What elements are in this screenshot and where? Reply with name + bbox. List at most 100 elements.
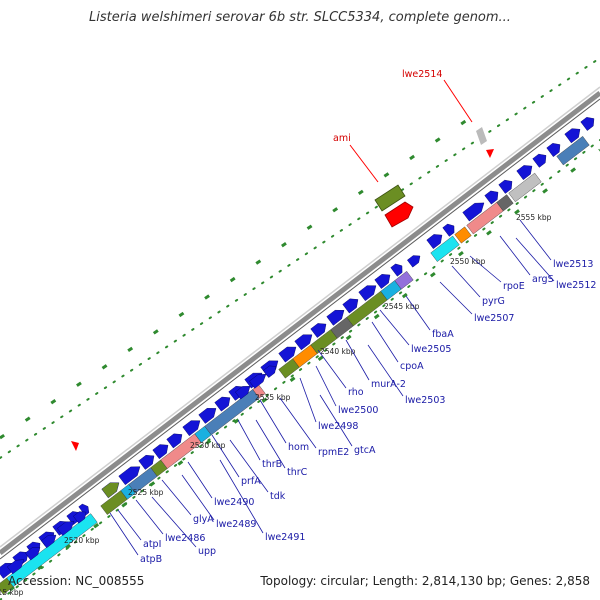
label-connector <box>255 419 286 469</box>
gene-arrow[interactable] <box>564 128 581 144</box>
genome-title: Listeria welshimeri serovar 6b str. SLCC… <box>89 10 511 25</box>
gene-labels: atpB atpI upp lwe2486 glyA lwe2489 lwe2490 lwe2… <box>140 259 596 565</box>
gene-arrow[interactable] <box>358 285 377 302</box>
gene-arrow[interactable] <box>484 190 499 205</box>
gene-label[interactable]: thrB <box>262 459 282 470</box>
gene-label[interactable]: upp <box>198 546 216 557</box>
label-ami[interactable]: ami <box>333 133 351 144</box>
gene-arrow[interactable] <box>214 396 231 412</box>
gene-label[interactable]: rho <box>348 387 364 398</box>
gene-arrow[interactable] <box>390 263 403 277</box>
gene-arrow[interactable] <box>462 202 485 222</box>
label-lwe2514[interactable]: lwe2514 <box>402 69 442 80</box>
label-connector <box>379 309 410 346</box>
gene-label[interactable]: lwe2489 <box>216 519 256 530</box>
gene-label[interactable]: argS <box>532 274 554 285</box>
gene-label[interactable]: lwe2498 <box>318 421 358 432</box>
gene-arrow[interactable] <box>426 234 443 249</box>
label-connector <box>211 434 240 478</box>
gene-label[interactable]: lwe2500 <box>338 405 378 416</box>
gene-arrow[interactable] <box>498 179 513 194</box>
gene-label[interactable]: hom <box>288 442 309 453</box>
gene-arrow[interactable] <box>546 143 561 157</box>
gene-box[interactable] <box>508 172 542 203</box>
gene-arrow[interactable] <box>374 274 391 289</box>
gene-arrow[interactable] <box>166 433 183 449</box>
gene-label[interactable]: lwe2486 <box>165 533 205 544</box>
gene-label[interactable]: pyrG <box>482 296 505 307</box>
gene-arrow[interactable] <box>73 511 87 524</box>
gene-arrow[interactable] <box>249 373 267 389</box>
gene-box[interactable] <box>556 136 590 166</box>
label-connector <box>237 419 261 461</box>
gene-arrow[interactable] <box>182 420 201 437</box>
gene-arrow[interactable] <box>152 444 169 460</box>
gene-box[interactable] <box>496 194 514 212</box>
gene-label[interactable]: lwe2490 <box>214 497 254 508</box>
gene-label[interactable]: glyA <box>193 514 214 525</box>
gene-label[interactable]: lwe2491 <box>265 532 305 543</box>
gene-label[interactable]: lwe2505 <box>411 344 451 355</box>
label-connector <box>219 459 264 534</box>
gene-row-upper[interactable] <box>0 117 595 579</box>
gene-arrow[interactable] <box>278 346 297 363</box>
gene-ami-arrow <box>384 201 414 228</box>
gene-ami-box <box>374 184 406 212</box>
gene-label[interactable]: lwe2503 <box>405 395 445 406</box>
label-connector <box>299 377 317 423</box>
label-connector <box>371 321 399 363</box>
gene-arrow[interactable] <box>138 454 155 470</box>
gene-label[interactable]: lwe2507 <box>474 313 514 324</box>
gene-arrow[interactable] <box>235 386 251 400</box>
gene-arrow[interactable] <box>198 408 217 424</box>
label-connector <box>499 235 531 276</box>
gene-label[interactable]: rpmE2 <box>318 447 349 458</box>
label-connector <box>259 399 287 444</box>
gene-arrow[interactable] <box>263 365 277 378</box>
label-connector <box>405 295 431 331</box>
label-connector <box>315 365 337 407</box>
gene-box[interactable] <box>454 226 472 244</box>
scale-label: 2545 kbp <box>384 302 420 311</box>
gene-arrow[interactable] <box>118 466 141 486</box>
highlight-genes[interactable] <box>71 127 494 451</box>
label-connector <box>519 219 552 261</box>
gene-arrow[interactable] <box>25 547 41 561</box>
gene-label[interactable]: cpoA <box>400 361 424 372</box>
gene-arrow[interactable] <box>342 298 359 314</box>
gene-label[interactable]: rpoE <box>503 281 525 292</box>
gene-box[interactable] <box>430 235 460 262</box>
gene-arrow[interactable] <box>294 334 313 351</box>
gene-label[interactable]: thrC <box>287 467 308 478</box>
gene-arrow[interactable] <box>407 255 421 268</box>
gene-label[interactable]: murA-2 <box>371 379 406 390</box>
gene-arrow[interactable] <box>101 482 120 499</box>
gene-arrow[interactable] <box>310 323 327 338</box>
scale-labels: 2515 kbp 2520 kbp 2525 kbp 2530 kbp 2535 kbp… <box>0 213 552 597</box>
gene-arrow[interactable] <box>580 117 595 131</box>
gene-label[interactable]: atpB <box>140 554 162 565</box>
gene-label[interactable]: lwe2512 <box>556 280 596 291</box>
gene-arrow[interactable] <box>516 165 533 180</box>
gene-arrow[interactable] <box>57 521 75 536</box>
gene-arrow[interactable] <box>326 309 345 326</box>
gene-label[interactable]: atpI <box>143 539 161 550</box>
gene-box[interactable] <box>394 271 414 290</box>
gene-label[interactable]: fbaA <box>432 329 454 340</box>
gene-label[interactable]: lwe2513 <box>553 259 593 270</box>
label-connector <box>135 499 164 535</box>
gene-arrow[interactable] <box>442 223 455 237</box>
label-connector <box>319 394 353 447</box>
gene-label[interactable]: tdk <box>270 491 286 502</box>
gene-arrow[interactable] <box>532 153 547 168</box>
gene-arrow[interactable] <box>41 534 57 549</box>
label-connector <box>161 479 192 516</box>
gene-arrow[interactable] <box>7 559 25 575</box>
topology-text: Topology: circular; Length: 2,814,130 bp… <box>260 574 590 588</box>
gene-label[interactable]: gtcA <box>354 445 376 456</box>
gene-row-lower[interactable] <box>0 136 590 595</box>
inner-dotted-track <box>0 139 600 600</box>
gene-label[interactable]: prfA <box>241 476 261 487</box>
